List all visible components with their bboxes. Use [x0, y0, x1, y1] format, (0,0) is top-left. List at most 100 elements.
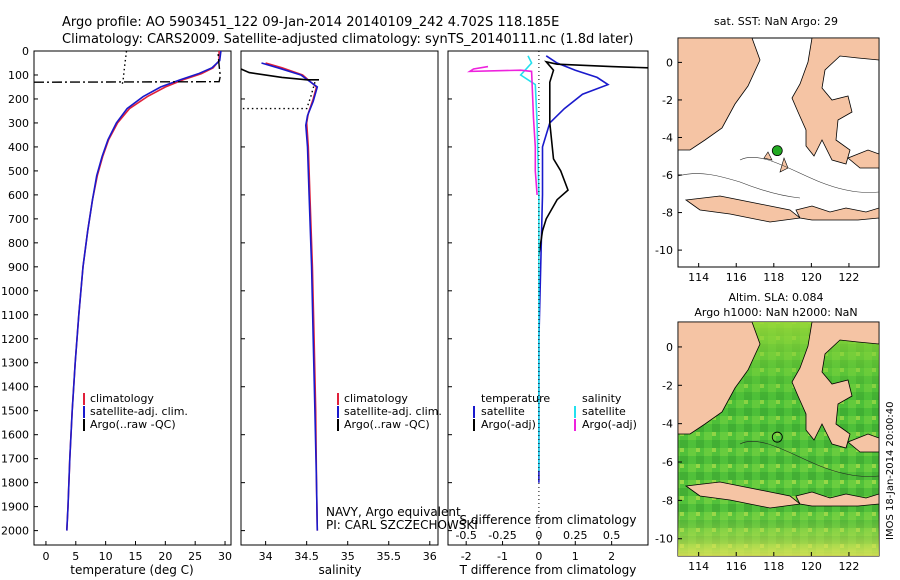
- x-tick-label: 5: [72, 550, 79, 563]
- map-x-tick-label: 118: [763, 271, 784, 284]
- y-tick-label: 800: [8, 237, 29, 250]
- sla-map: 114 116 118 120 122 0 -2 -4 -6 -8 -10: [655, 321, 880, 573]
- x-tick-label: -1: [497, 550, 508, 563]
- salinity-xlabel: salinity: [318, 563, 361, 577]
- x-tick-label: 0: [535, 550, 542, 563]
- legend-label-argo: Argo(..raw -QC): [90, 418, 176, 431]
- map-y-tick-label: -2: [662, 379, 673, 392]
- map-x-tick-label: 116: [726, 560, 747, 573]
- x-tick-label: 2: [608, 550, 615, 563]
- sst-map-axes: 114 116 118 120 122 0 -2 -4 -6 -8 -10: [655, 56, 859, 284]
- map-y-tick-label: -6: [662, 456, 673, 469]
- x2-tick-label: -0.5: [455, 529, 476, 542]
- map-y-tick-label: 0: [666, 341, 673, 354]
- y-tick-label: 1500: [1, 405, 29, 418]
- y-tick-label: 100: [8, 69, 29, 82]
- sst-contour: [678, 173, 801, 199]
- sla-contour: [739, 440, 879, 477]
- sulawesi-land: [791, 322, 879, 449]
- series-line-satellite-adj-clim-: [66, 50, 222, 531]
- series-line-argo-raw-: [33, 50, 222, 83]
- y-tick-label: 1100: [1, 309, 29, 322]
- series-line-salinity-satellite: [519, 55, 540, 471]
- series-line-argo-raw-vertical: [121, 50, 128, 85]
- x-tick-label: 15: [128, 550, 142, 563]
- map-x-tick-label: 122: [838, 271, 859, 284]
- x-tick-label: 10: [99, 550, 113, 563]
- salinity-panel-frame: [240, 50, 439, 546]
- argo-position-marker: [771, 431, 783, 443]
- legend-label-satellite: satellite-adj. clim.: [90, 405, 188, 418]
- x-tick-label: 36: [423, 550, 437, 563]
- map-y-tick-label: -10: [655, 533, 673, 546]
- figure-title-line2: Climatology: CARS2009. Satellite-adjuste…: [62, 32, 634, 47]
- series-line-climatology: [66, 51, 220, 531]
- buton-land: [847, 433, 879, 453]
- series-line-argo-raw-: [240, 68, 319, 81]
- map-y-tick-label: -8: [662, 494, 673, 507]
- buton-land: [847, 149, 879, 169]
- sst-map: 114 116 118 120 122 0 -2 -4 -6 -8 -10: [655, 37, 880, 284]
- map-y-tick-label: -10: [655, 244, 673, 257]
- map-y-tick-label: -6: [662, 169, 673, 182]
- difference-legend: temperature satellite Argo(-adj) salinit…: [473, 392, 637, 431]
- timestamp-label: IMOS 18-Jan-2014 20:00:40: [885, 402, 896, 540]
- argo-position-marker: [771, 145, 783, 157]
- x-tick-label: 30: [218, 550, 232, 563]
- y-tick-label: 1000: [1, 285, 29, 298]
- lesser-sunda-land: [795, 205, 879, 221]
- y-tick-label: 900: [8, 261, 29, 274]
- difference-panel-frame: [447, 50, 649, 546]
- salinity-plot: 34 34.5 35 35.5 36: [240, 50, 437, 563]
- y-tick-label: 500: [8, 165, 29, 178]
- sst-contour: [739, 156, 879, 193]
- x-tick-label: 35.5: [377, 550, 402, 563]
- x-tick-label: 0: [42, 550, 49, 563]
- legend-label-t-argo: Argo(-adj): [481, 418, 536, 431]
- map-x-tick-label: 116: [726, 271, 747, 284]
- map-y-tick-label: -2: [662, 94, 673, 107]
- legend-label-s-satellite: satellite: [582, 405, 626, 418]
- legend-label-t-satellite: satellite: [481, 405, 525, 418]
- map-y-tick-label: -4: [662, 418, 673, 431]
- y-tick-label: 1600: [1, 429, 29, 442]
- series-line-temperature-argo-adj-: [538, 60, 649, 255]
- x2-tick-label: 0: [535, 529, 542, 542]
- map-y-tick-label: -4: [662, 131, 673, 144]
- sla-map-axes: 114 116 118 120 122 0 -2 -4 -6 -8 -10: [655, 341, 859, 573]
- x2-tick-label: 0.25: [563, 529, 588, 542]
- x-tick-label: 25: [188, 550, 202, 563]
- x-tick-label: 20: [158, 550, 172, 563]
- x2-tick-label: 0.5: [603, 529, 621, 542]
- sulawesi-land: [791, 38, 879, 165]
- y-tick-label: 1700: [1, 453, 29, 466]
- y-tick-label: 1200: [1, 333, 29, 346]
- difference-xlabel: T difference from climatology: [459, 563, 637, 577]
- x-tick-label: 1: [572, 550, 579, 563]
- y-tick-label: 300: [8, 117, 29, 130]
- x-tick-label: 34: [259, 550, 273, 563]
- map-x-tick-label: 120: [801, 560, 822, 573]
- sla-map-title-line1: Altim. SLA: 0.084: [728, 291, 823, 304]
- sla-map-title-line2: Argo h1000: NaN h2000: NaN: [694, 306, 857, 319]
- y-tick-label: 1400: [1, 381, 29, 394]
- y-tick-label: 1800: [1, 477, 29, 490]
- x-tick-label: 35: [341, 550, 355, 563]
- series-line-satellite-adj-clim-: [261, 62, 319, 531]
- borneo-land: [678, 38, 761, 151]
- legend-heading-temperature: temperature: [481, 392, 550, 405]
- difference-plot: -2 -1 0 1 2 -0.5 -0.25 0 0.25 0.5: [448, 50, 649, 563]
- sst-map-title: sat. SST: NaN Argo: 29: [714, 15, 838, 28]
- figure-title-line1: Argo profile: AO 5903451_122 09-Jan-2014…: [62, 15, 559, 30]
- difference-x2label: S difference from climatology: [460, 513, 637, 527]
- y-tick-label: 0: [22, 45, 29, 58]
- y-tick-label: 1900: [1, 501, 29, 514]
- map-y-tick-label: -8: [662, 207, 673, 220]
- legend-label-satellite: satellite-adj. clim.: [344, 405, 442, 418]
- series-line-argo-raw-dotted: [241, 82, 316, 110]
- map-x-tick-label: 114: [688, 560, 709, 573]
- map-x-tick-label: 118: [763, 560, 784, 573]
- x-tick-label: 34.5: [294, 550, 319, 563]
- salinity-legend: climatology satellite-adj. clim. Argo(..…: [337, 392, 442, 431]
